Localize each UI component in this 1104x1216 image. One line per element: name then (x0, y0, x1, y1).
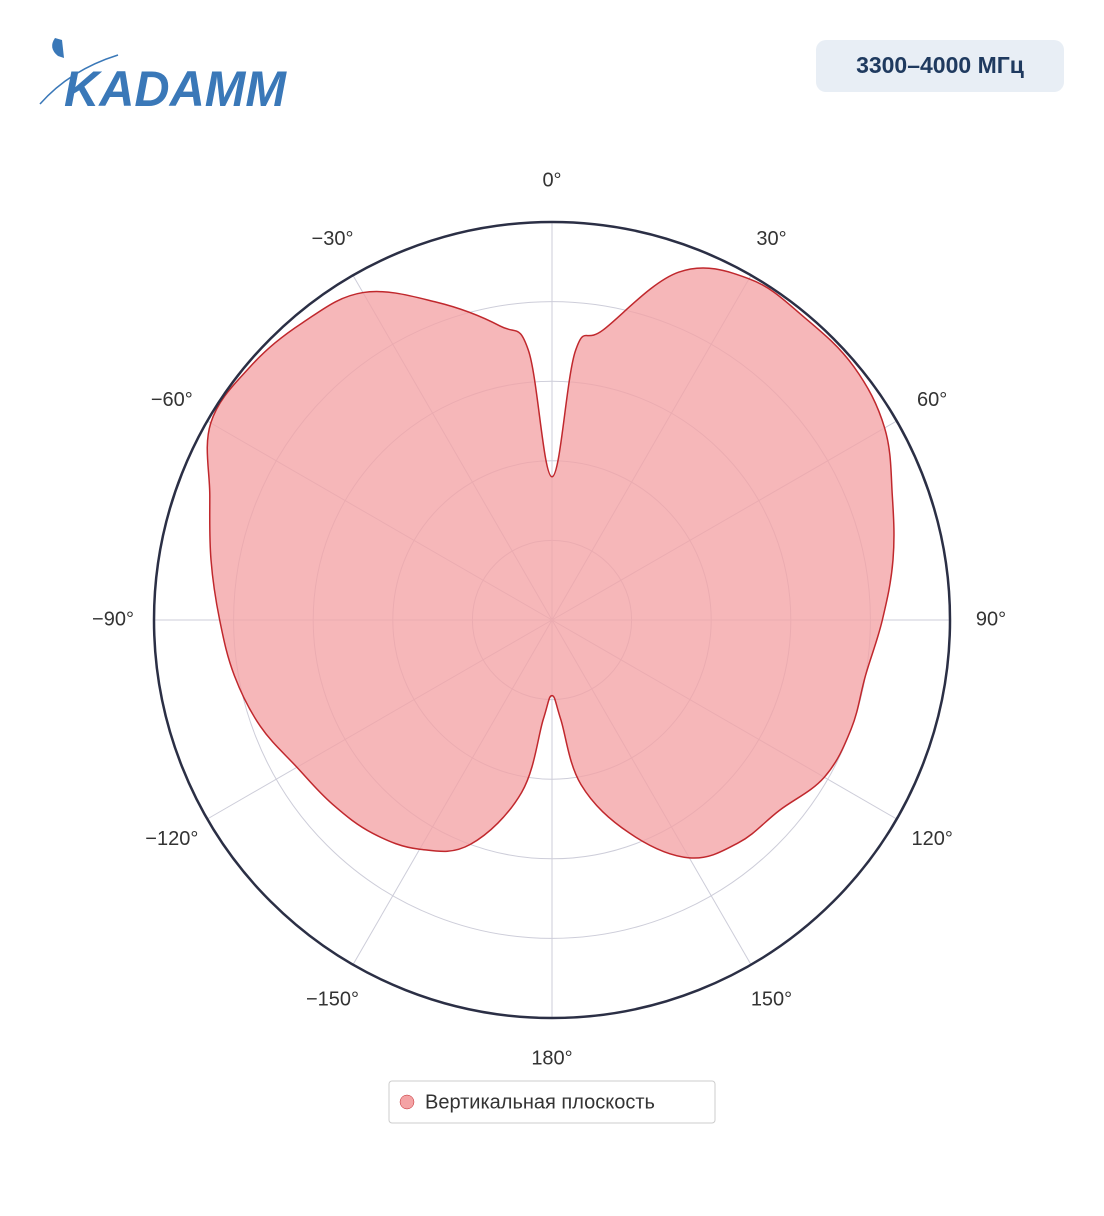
angle-tick-label: −150° (306, 988, 359, 1010)
angle-tick-label: 90° (976, 608, 1006, 630)
legend-label: Вертикальная плоскость (425, 1091, 655, 1113)
logo-mark (52, 38, 64, 58)
outer-ring (152, 220, 952, 1020)
angle-tick-label: 0° (542, 169, 561, 191)
angle-tick-label: 180° (531, 1047, 572, 1069)
angle-tick-label: −90° (92, 608, 134, 630)
angle-tick-label: 150° (751, 988, 792, 1010)
logo-text: KADAMM (64, 61, 287, 117)
angle-tick-label: 60° (917, 389, 947, 411)
angle-tick-label: 120° (911, 828, 952, 850)
badge-text: 3300–4000 МГц (856, 52, 1024, 78)
logo: KADAMM (39, 38, 287, 117)
angle-tick-label: 30° (756, 228, 786, 250)
angle-tick-label: −30° (312, 228, 354, 250)
badge (816, 40, 1064, 92)
pattern-area (206, 267, 895, 859)
legend-box (388, 1080, 716, 1124)
legend-marker (399, 1094, 415, 1110)
angle-tick-label: −120° (145, 828, 198, 850)
logo-arc (39, 54, 119, 105)
angle-tick-label: −60° (151, 389, 193, 411)
